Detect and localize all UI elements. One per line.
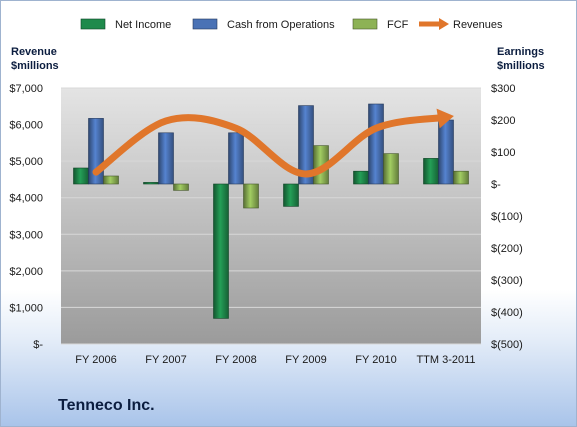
bar-fcf (243, 183, 259, 209)
right-tick-label: $- (491, 179, 501, 191)
bar-cash-from-operations (228, 132, 244, 185)
bar-cash-from-operations (298, 105, 314, 185)
bar-fcf (173, 183, 189, 191)
right-axis-title: $millions (497, 60, 545, 72)
bar-cash-from-operations (158, 132, 174, 185)
legend-label: Cash from Operations (227, 19, 335, 31)
bar-fcf (383, 153, 399, 185)
right-tick-label: $(500) (491, 339, 523, 351)
legend-swatch-fcf (352, 18, 378, 30)
right-axis-title: Earnings (497, 46, 544, 58)
bar-cash-from-operations (438, 119, 454, 185)
category-label: TTM 3-2011 (416, 354, 475, 366)
plot-area (61, 88, 481, 344)
revenue-arrowhead (436, 108, 454, 129)
legend-swatch-net-income (80, 18, 106, 30)
right-tick-label: $(200) (491, 243, 523, 255)
left-tick-label: $5,000 (9, 156, 43, 168)
legend-label: Net Income (115, 19, 171, 31)
bar-cash-from-operations (368, 103, 384, 185)
category-label: FY 2008 (215, 354, 256, 366)
left-tick-label: $6,000 (9, 120, 43, 132)
left-tick-label: $7,000 (9, 83, 43, 95)
left-axis-title: $millions (11, 60, 59, 72)
category-label: FY 2006 (75, 354, 116, 366)
left-tick-label: $3,000 (9, 229, 43, 241)
bar-net-income (423, 158, 439, 185)
revenue-line (92, 113, 450, 178)
right-tick-label: $(400) (491, 307, 523, 319)
left-tick-label: $4,000 (9, 193, 43, 205)
right-tick-label: $(100) (491, 211, 523, 223)
category-label: FY 2009 (285, 354, 326, 366)
bar-net-income (213, 183, 229, 319)
legend-swatch-cash-from-operations (192, 18, 218, 30)
bar-fcf (453, 170, 469, 185)
right-tick-label: $200 (491, 115, 515, 127)
bar-net-income (143, 182, 159, 185)
left-tick-label: $2,000 (9, 266, 43, 278)
category-label: FY 2010 (355, 354, 396, 366)
left-tick-label: $- (33, 339, 43, 351)
right-tick-label: $300 (491, 83, 515, 95)
bar-net-income (73, 167, 89, 185)
company-title: Tenneco Inc. (58, 397, 155, 414)
legend-arrow-revenues (439, 18, 449, 30)
category-label: FY 2007 (145, 354, 186, 366)
right-tick-label: $100 (491, 147, 515, 159)
bar-net-income (283, 183, 299, 207)
left-tick-label: $1,000 (9, 302, 43, 314)
bar-net-income (353, 170, 369, 185)
legend-label: FCF (387, 19, 409, 31)
legend-label: Revenues (453, 19, 503, 31)
bar-fcf (103, 175, 119, 185)
left-axis-title: Revenue (11, 46, 57, 58)
right-tick-label: $(300) (491, 275, 523, 287)
